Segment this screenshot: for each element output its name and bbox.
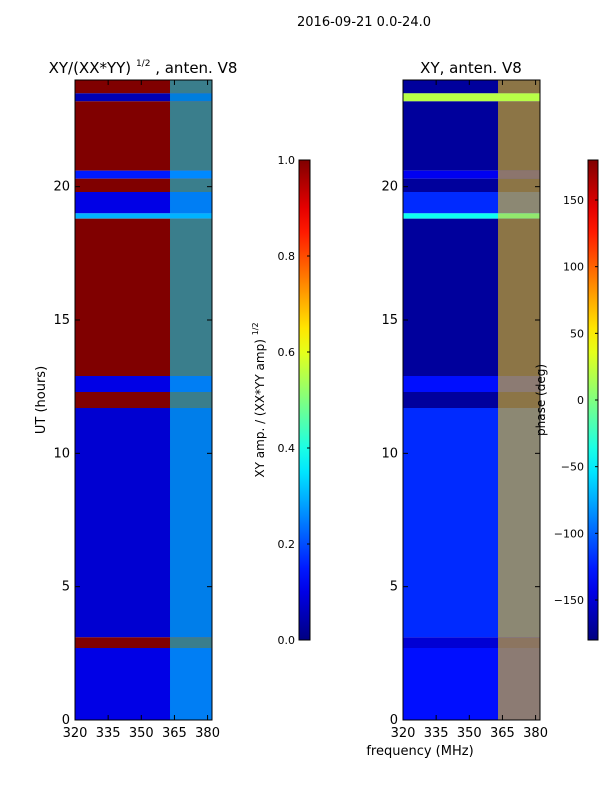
colorbar-1-label: XY amp. / (XX*YY amp) 1/2 <box>251 322 267 477</box>
panel-2-band <box>403 637 540 648</box>
colorbar-1-label-main: XY amp. / (XX*YY amp) <box>253 339 267 477</box>
panel-1-band-highlight <box>170 218 212 376</box>
panel-2-band-highlight <box>498 408 540 638</box>
colorbar-2-tick-label: 0 <box>577 394 584 407</box>
panel-2-heatmap <box>403 80 540 720</box>
panel-1-band-highlight <box>170 637 212 648</box>
colorbar-1-tick-label: 1.0 <box>278 154 296 167</box>
panel-1-ytick-label: 15 <box>53 313 70 328</box>
panel-1-heatmap <box>75 80 212 720</box>
panel-2-xtick-label: 365 <box>490 726 515 741</box>
panel-1-band <box>75 93 212 102</box>
panel-2-band <box>403 213 540 219</box>
panel-1-band <box>75 170 212 179</box>
panel-1-title-exponent: 1/2 <box>136 59 150 69</box>
panel-1-xtick-label: 365 <box>162 726 187 741</box>
panel-2-xtick-label: 335 <box>424 726 449 741</box>
colorbar-1-gradient <box>298 159 311 641</box>
panel-1-ytick-label: 10 <box>53 446 70 461</box>
panel-1-axes: 320 335 350 365 380 0 5 10 15 20 <box>53 80 220 741</box>
panel-2-xtick-label: 320 <box>391 726 416 741</box>
colorbar-2-tick-label: 50 <box>570 327 584 340</box>
panel-1-band <box>75 213 212 219</box>
panel-1-band <box>75 637 212 648</box>
panel-1-title-suffix: , anten. V8 <box>155 59 237 77</box>
panel-2-band <box>403 93 540 102</box>
panel-1-xtick-label: 380 <box>195 726 220 741</box>
colorbar-2-label: phase (deg) <box>534 364 548 436</box>
panel-1-band-highlight <box>170 376 212 392</box>
panel-1-band-highlight <box>170 170 212 179</box>
panel-2-band-highlight <box>498 80 540 94</box>
panel-1-ytick-label: 5 <box>62 580 70 595</box>
colorbar-2-tick-label: 150 <box>563 194 584 207</box>
panel-2-band-highlight <box>498 192 540 214</box>
panel-2-xtick-label: 380 <box>523 726 548 741</box>
panel-1-ytick-label: 0 <box>62 713 70 728</box>
panel-2-band <box>403 170 540 179</box>
colorbar-1-tick-label: 0.2 <box>278 538 296 551</box>
colorbar-2-tick-label: 100 <box>563 261 584 274</box>
colorbar-2-tick-label: −150 <box>554 594 584 607</box>
panel-1-band-highlight <box>170 408 212 638</box>
colorbar-2: 150 100 50 0 −50 −100 −150 <box>554 159 599 641</box>
panel-1-frame <box>74 79 213 721</box>
panel-1-ylabel: UT (hours) <box>34 366 49 434</box>
panel-1-xtick-label: 320 <box>63 726 88 741</box>
panel-1-xtick-label: 335 <box>96 726 121 741</box>
panel-2-ytick-label: 5 <box>390 580 398 595</box>
panel-2-band-highlight <box>498 392 540 408</box>
panel-1-band-highlight <box>170 80 212 94</box>
panel-2-frame <box>402 79 541 721</box>
panel-2-band-highlight <box>498 213 540 219</box>
colorbar-1: 0.0 0.2 0.4 0.6 0.8 1.0 <box>278 154 311 647</box>
panel-1-band-highlight <box>170 392 212 408</box>
colorbar-1-tick-label: 0.8 <box>278 250 296 263</box>
shared-xlabel: frequency (MHz) <box>366 744 473 759</box>
panel-2-band-highlight <box>498 101 540 171</box>
panel-2-ytick-label: 15 <box>381 313 398 328</box>
colorbar-1-tick-label: 0.4 <box>278 442 296 455</box>
panel-2-axes: 320 335 350 365 380 0 5 10 15 20 <box>381 80 548 741</box>
colorbar-1-label-exponent: 1/2 <box>251 322 260 335</box>
panel-2-band-highlight <box>498 178 540 192</box>
panel-2-band-highlight <box>498 218 540 376</box>
panel-2-ytick-label: 10 <box>381 446 398 461</box>
colorbar-1-tick-label: 0.0 <box>278 634 296 647</box>
colorbar-1-tick-label: 0.6 <box>278 346 296 359</box>
panel-1-xtick-label: 350 <box>129 726 154 741</box>
panel-2-band-highlight <box>498 376 540 392</box>
svg-text:XY amp. / (XX*YY amp) 1/: XY amp. / (XX*YY amp) 1/2 <box>251 322 267 477</box>
svg-text:XY/(XX*YY) 1/2 , a: XY/(XX*YY) 1/2 , anten. V8 <box>49 52 238 77</box>
panel-1-ytick-label: 20 <box>53 180 70 195</box>
suptitle: 2016-09-21 0.0-24.0 <box>297 15 431 30</box>
panel-1-title: XY/(XX*YY) 1/2 , anten. V8 <box>49 52 238 77</box>
panel-1-band-highlight <box>170 648 212 720</box>
panel-1-title-main: XY/(XX*YY) <box>49 59 132 77</box>
panel-2-ytick-label: 20 <box>381 180 398 195</box>
panel-2-band-highlight <box>498 637 540 648</box>
panel-2-title: XY, anten. V8 <box>420 59 522 77</box>
colorbar-2-tick-label: −50 <box>561 461 584 474</box>
panel-1-band-highlight <box>170 101 212 171</box>
panel-1-band-highlight <box>170 93 212 102</box>
panel-2-band-highlight <box>498 648 540 720</box>
panel-2-band-highlight <box>498 170 540 179</box>
panel-1-band-highlight <box>170 192 212 214</box>
colorbar-2-tick-label: −100 <box>554 527 584 540</box>
panel-2-xtick-label: 350 <box>457 726 482 741</box>
panel-1-band-highlight <box>170 178 212 192</box>
panel-2-ytick-label: 0 <box>390 713 398 728</box>
